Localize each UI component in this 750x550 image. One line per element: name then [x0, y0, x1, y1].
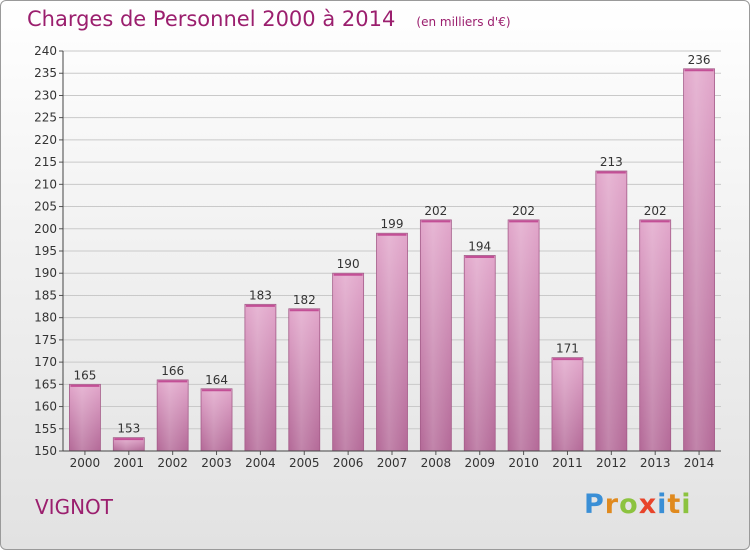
y-tick-label: 155	[34, 422, 57, 436]
y-tick-label: 200	[34, 222, 57, 236]
logo-letter: x	[638, 489, 658, 520]
title-row: Charges de Personnel 2000 à 2014 (en mil…	[27, 7, 511, 31]
x-tick-label: 2014	[684, 456, 715, 470]
x-tick-label: 2007	[377, 456, 408, 470]
bar-sheen	[202, 389, 232, 451]
bar-value-label: 164	[205, 373, 228, 387]
bar-sheen	[70, 385, 100, 451]
bar-value-label: 202	[644, 204, 667, 218]
bar-sheen	[509, 220, 539, 451]
y-tick-label: 220	[34, 133, 57, 147]
logo-letter: t	[667, 489, 682, 520]
x-tick-label: 2004	[245, 456, 276, 470]
logo-letter: P	[584, 489, 605, 520]
bar-sheen	[114, 438, 144, 451]
x-tick-label: 2000	[70, 456, 101, 470]
y-tick-label: 170	[34, 355, 57, 369]
y-tick-label: 205	[34, 200, 57, 214]
y-tick-label: 195	[34, 244, 57, 258]
bar-sheen	[289, 309, 319, 451]
bar-sheen	[552, 358, 582, 451]
x-tick-label: 2006	[333, 456, 364, 470]
x-tick-label: 2003	[201, 456, 232, 470]
x-tick-label: 2005	[289, 456, 320, 470]
bar-value-label: 190	[337, 257, 360, 271]
bar-sheen	[421, 220, 451, 451]
y-tick-label: 175	[34, 333, 57, 347]
bar-sheen	[377, 234, 407, 451]
bar-value-label: 183	[249, 288, 272, 302]
logo-letter: o	[619, 489, 639, 520]
y-tick-label: 160	[34, 400, 57, 414]
y-tick-label: 165	[34, 377, 57, 391]
bar-value-label: 171	[556, 342, 579, 356]
y-tick-label: 180	[34, 311, 57, 325]
bar-value-label: 236	[688, 53, 711, 67]
bar-value-label: 153	[117, 422, 140, 436]
y-tick-label: 215	[34, 155, 57, 169]
logo-letter: i	[657, 489, 668, 520]
bar-sheen	[465, 256, 495, 451]
y-tick-label: 185	[34, 288, 57, 302]
bar-value-label: 202	[424, 204, 447, 218]
commune-name: VIGNOT	[35, 495, 113, 519]
y-tick-label: 190	[34, 266, 57, 280]
x-tick-label: 2012	[596, 456, 627, 470]
x-tick-label: 2009	[464, 456, 495, 470]
axes-layer	[59, 50, 721, 455]
y-tick-label: 230	[34, 88, 57, 102]
bar-value-label: 166	[161, 364, 184, 378]
bar-value-label: 202	[512, 204, 535, 218]
bar-value-label: 194	[468, 239, 491, 253]
y-tick-label: 210	[34, 177, 57, 191]
chart-title: Charges de Personnel 2000 à 2014	[27, 7, 396, 31]
bar-value-label: 213	[600, 155, 623, 169]
logo-letter: i	[681, 489, 692, 520]
labels-layer: 150 155 160 165 170 175 180 185 190 195 200 205 210 2…	[34, 44, 714, 470]
chart-subtitle: (en milliers d'€)	[416, 15, 511, 29]
y-tick-label: 240	[34, 44, 57, 58]
x-tick-label: 2013	[640, 456, 671, 470]
x-tick-label: 2001	[114, 456, 145, 470]
y-tick-label: 225	[34, 111, 57, 125]
x-tick-label: 2002	[157, 456, 188, 470]
x-tick-label: 2011	[552, 456, 583, 470]
bar-sheen	[333, 274, 363, 451]
bars-layer	[69, 68, 715, 452]
bar-sheen	[158, 380, 188, 451]
bar-sheen	[596, 172, 626, 451]
bar-value-label: 165	[73, 368, 96, 382]
proxiti-logo[interactable]: Proxiti	[584, 489, 692, 520]
y-tick-label: 150	[34, 444, 57, 458]
bar-sheen	[245, 305, 275, 451]
y-tick-label: 235	[34, 66, 57, 80]
bar-value-label: 199	[381, 217, 404, 231]
x-tick-label: 2008	[421, 456, 452, 470]
x-tick-label: 2010	[508, 456, 539, 470]
bar-sheen	[640, 220, 670, 451]
logo-letter: r	[604, 489, 620, 520]
bar-sheen	[684, 69, 714, 452]
bar-value-label: 182	[293, 293, 316, 307]
